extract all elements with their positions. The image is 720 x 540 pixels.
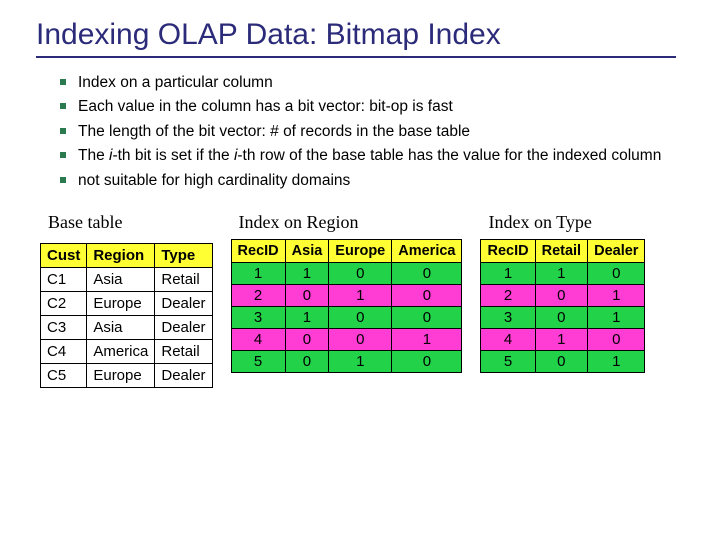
cell: Dealer xyxy=(155,292,212,316)
cell: 5 xyxy=(231,351,285,373)
base-table-block: Base table Cust Region Type C1 Asia Reta… xyxy=(40,212,213,388)
cell: Europe xyxy=(87,364,155,388)
cell: 3 xyxy=(481,307,535,329)
cell: 1 xyxy=(588,351,645,373)
col-header: Dealer xyxy=(588,240,645,263)
table-row: C1 Asia Retail xyxy=(41,268,213,292)
cell: 4 xyxy=(481,329,535,351)
table-row: C5 Europe Dealer xyxy=(41,364,213,388)
cell: Europe xyxy=(87,292,155,316)
table-row: 2 0 1 xyxy=(481,285,645,307)
cell: 1 xyxy=(231,263,285,285)
col-header: Retail xyxy=(535,240,588,263)
col-header: Asia xyxy=(285,240,329,263)
table-header-row: Cust Region Type xyxy=(41,244,213,268)
cell: Dealer xyxy=(155,364,212,388)
cell: 1 xyxy=(588,285,645,307)
cell: 1 xyxy=(329,351,392,373)
tables-row: Base table Cust Region Type C1 Asia Reta… xyxy=(36,212,684,388)
col-header: RecID xyxy=(231,240,285,263)
table-row: 1 1 0 0 xyxy=(231,263,462,285)
table-row: C3 Asia Dealer xyxy=(41,316,213,340)
bullet-list: Index on a particular column Each value … xyxy=(36,72,684,192)
table-row: 5 0 1 0 xyxy=(231,351,462,373)
bullet-item: Each value in the column has a bit vecto… xyxy=(60,96,684,118)
cell: 2 xyxy=(481,285,535,307)
cell: C2 xyxy=(41,292,87,316)
bullet-item: not suitable for high cardinality domain… xyxy=(60,170,684,192)
cell: C3 xyxy=(41,316,87,340)
cell: 0 xyxy=(588,329,645,351)
index-type-caption: Index on Type xyxy=(488,212,645,233)
cell: 0 xyxy=(392,285,462,307)
table-row: 1 1 0 xyxy=(481,263,645,285)
table-row: 4 0 0 1 xyxy=(231,329,462,351)
cell: 0 xyxy=(535,307,588,329)
cell: 0 xyxy=(285,329,329,351)
cell: 1 xyxy=(392,329,462,351)
cell: Retail xyxy=(155,268,212,292)
cell: Retail xyxy=(155,340,212,364)
cell: 1 xyxy=(285,307,329,329)
bullet-item: The i-th bit is set if the i-th row of t… xyxy=(60,145,684,167)
cell: 1 xyxy=(535,329,588,351)
bullet-item: Index on a particular column xyxy=(60,72,684,94)
index-region-caption: Index on Region xyxy=(239,212,463,233)
text: -th row of the base table has the value … xyxy=(237,147,661,164)
slide-title: Indexing OLAP Data: Bitmap Index xyxy=(36,18,684,52)
table-row: C2 Europe Dealer xyxy=(41,292,213,316)
col-header: Type xyxy=(155,244,212,268)
cell: Asia xyxy=(87,268,155,292)
index-region-table: RecID Asia Europe America 1 1 0 0 2 0 1 … xyxy=(231,239,463,373)
cell: 4 xyxy=(231,329,285,351)
col-header: Region xyxy=(87,244,155,268)
table-row: 4 1 0 xyxy=(481,329,645,351)
table-header-row: RecID Retail Dealer xyxy=(481,240,645,263)
table-row: 5 0 1 xyxy=(481,351,645,373)
index-type-table: RecID Retail Dealer 1 1 0 2 0 1 3 0 xyxy=(480,239,645,373)
col-header: Cust xyxy=(41,244,87,268)
cell: 0 xyxy=(285,351,329,373)
cell: 0 xyxy=(329,329,392,351)
bullet-item: The length of the bit vector: # of recor… xyxy=(60,121,684,143)
table-row: 3 0 1 xyxy=(481,307,645,329)
cell: 2 xyxy=(231,285,285,307)
table-header-row: RecID Asia Europe America xyxy=(231,240,462,263)
table-row: 2 0 1 0 xyxy=(231,285,462,307)
cell: 0 xyxy=(392,263,462,285)
cell: C1 xyxy=(41,268,87,292)
cell: C4 xyxy=(41,340,87,364)
cell: Asia xyxy=(87,316,155,340)
cell: 0 xyxy=(285,285,329,307)
cell: 0 xyxy=(535,351,588,373)
cell: 1 xyxy=(588,307,645,329)
cell: 3 xyxy=(231,307,285,329)
cell: America xyxy=(87,340,155,364)
text: -th bit is set if the xyxy=(112,147,233,164)
cell: 0 xyxy=(588,263,645,285)
cell: 0 xyxy=(392,307,462,329)
text: The xyxy=(78,147,109,164)
cell: C5 xyxy=(41,364,87,388)
cell: 1 xyxy=(481,263,535,285)
cell: 0 xyxy=(535,285,588,307)
cell: 0 xyxy=(329,307,392,329)
cell: Dealer xyxy=(155,316,212,340)
title-underline xyxy=(36,56,676,58)
col-header: RecID xyxy=(481,240,535,263)
table-row: 3 1 0 0 xyxy=(231,307,462,329)
col-header: Europe xyxy=(329,240,392,263)
base-table-caption: Base table xyxy=(48,212,213,233)
cell: 1 xyxy=(285,263,329,285)
base-table: Cust Region Type C1 Asia Retail C2 Europ… xyxy=(40,243,213,388)
index-region-block: Index on Region RecID Asia Europe Americ… xyxy=(231,212,463,373)
index-type-block: Index on Type RecID Retail Dealer 1 1 0 … xyxy=(480,212,645,373)
cell: 0 xyxy=(329,263,392,285)
cell: 0 xyxy=(392,351,462,373)
col-header: America xyxy=(392,240,462,263)
table-row: C4 America Retail xyxy=(41,340,213,364)
cell: 1 xyxy=(329,285,392,307)
cell: 5 xyxy=(481,351,535,373)
cell: 1 xyxy=(535,263,588,285)
